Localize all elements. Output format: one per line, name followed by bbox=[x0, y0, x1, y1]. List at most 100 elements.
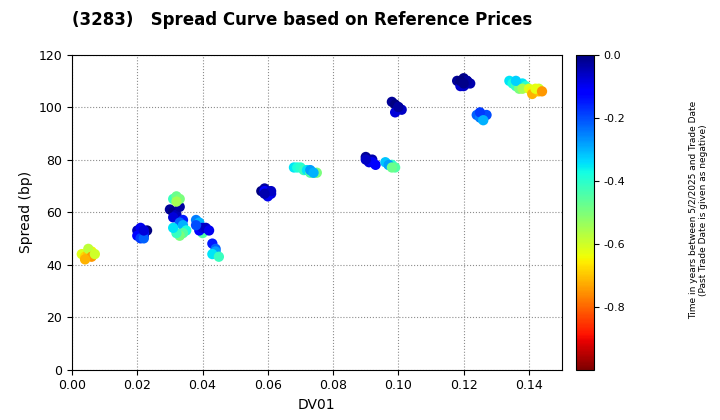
Point bbox=[513, 85, 525, 92]
Point bbox=[171, 198, 182, 205]
Point bbox=[258, 190, 270, 197]
Point bbox=[390, 164, 401, 171]
Point bbox=[471, 112, 482, 118]
Point bbox=[526, 91, 538, 97]
Point bbox=[392, 104, 404, 110]
Point bbox=[213, 253, 225, 260]
Point bbox=[477, 114, 489, 121]
Point bbox=[366, 156, 378, 163]
Point bbox=[262, 193, 274, 199]
Point bbox=[266, 188, 277, 194]
Point bbox=[194, 219, 205, 226]
Point bbox=[197, 224, 208, 231]
Point bbox=[262, 188, 274, 194]
Point bbox=[210, 245, 221, 252]
Point bbox=[462, 77, 473, 84]
Point bbox=[164, 206, 176, 213]
Point bbox=[132, 232, 143, 239]
Point bbox=[392, 104, 404, 110]
Point bbox=[364, 159, 375, 165]
Point bbox=[454, 83, 466, 89]
Point bbox=[174, 219, 186, 226]
Point bbox=[76, 251, 88, 257]
Point bbox=[132, 227, 143, 234]
Point bbox=[523, 85, 535, 92]
Point bbox=[526, 88, 538, 95]
Point bbox=[190, 217, 202, 223]
Point bbox=[305, 167, 316, 173]
Point bbox=[177, 230, 189, 236]
Point bbox=[197, 230, 208, 236]
Point bbox=[194, 227, 205, 234]
Point bbox=[462, 80, 473, 87]
Point bbox=[370, 161, 382, 168]
Point bbox=[386, 98, 397, 105]
Point bbox=[481, 112, 492, 118]
Point bbox=[533, 88, 544, 95]
Y-axis label: Spread (bp): Spread (bp) bbox=[19, 171, 33, 253]
Text: Time in years between 5/2/2025 and Trade Date
(Past Trade Date is given as negat: Time in years between 5/2/2025 and Trade… bbox=[689, 101, 708, 319]
Point bbox=[174, 232, 186, 239]
Point bbox=[83, 245, 94, 252]
Point bbox=[168, 214, 179, 221]
Point bbox=[507, 80, 518, 87]
Point bbox=[513, 83, 525, 89]
Point bbox=[256, 188, 267, 194]
Point bbox=[292, 164, 303, 171]
Point bbox=[517, 80, 528, 87]
Point bbox=[474, 109, 486, 116]
Point bbox=[386, 164, 397, 171]
Point bbox=[503, 77, 515, 84]
Point bbox=[203, 227, 215, 234]
Point bbox=[89, 251, 101, 257]
Point bbox=[207, 240, 218, 247]
Point bbox=[458, 77, 469, 84]
Point bbox=[454, 80, 466, 87]
Point bbox=[458, 75, 469, 81]
Point bbox=[510, 77, 522, 84]
Point bbox=[190, 222, 202, 228]
Point bbox=[200, 227, 212, 234]
Point bbox=[138, 235, 150, 242]
Point bbox=[517, 85, 528, 92]
Point bbox=[458, 83, 469, 89]
Point bbox=[383, 161, 395, 168]
Point bbox=[390, 109, 401, 116]
Point bbox=[138, 230, 150, 236]
Point bbox=[298, 167, 310, 173]
Point bbox=[141, 227, 153, 234]
Point bbox=[177, 222, 189, 228]
Point bbox=[305, 169, 316, 176]
Point bbox=[86, 253, 97, 260]
Point bbox=[138, 232, 150, 239]
Point bbox=[301, 167, 312, 173]
Point bbox=[171, 211, 182, 218]
Point bbox=[200, 224, 212, 231]
Point bbox=[79, 256, 91, 263]
Point bbox=[266, 190, 277, 197]
Point bbox=[197, 224, 208, 231]
Point bbox=[307, 169, 319, 176]
Point bbox=[258, 185, 270, 192]
Point bbox=[530, 85, 541, 92]
Point bbox=[464, 80, 476, 87]
Point bbox=[135, 224, 146, 231]
Point bbox=[83, 251, 94, 257]
Point bbox=[366, 159, 378, 165]
Point bbox=[451, 77, 463, 84]
Point bbox=[135, 235, 146, 242]
Point bbox=[210, 248, 221, 255]
Point bbox=[474, 114, 486, 121]
Point bbox=[181, 227, 192, 234]
Point bbox=[520, 83, 531, 89]
Point bbox=[79, 253, 91, 260]
Point bbox=[207, 251, 218, 257]
Point bbox=[383, 161, 395, 168]
Point bbox=[258, 188, 270, 194]
Point bbox=[462, 77, 473, 84]
Point bbox=[171, 193, 182, 199]
Point bbox=[530, 88, 541, 95]
X-axis label: DV01: DV01 bbox=[298, 398, 336, 412]
Point bbox=[390, 101, 401, 108]
Point bbox=[454, 77, 466, 84]
